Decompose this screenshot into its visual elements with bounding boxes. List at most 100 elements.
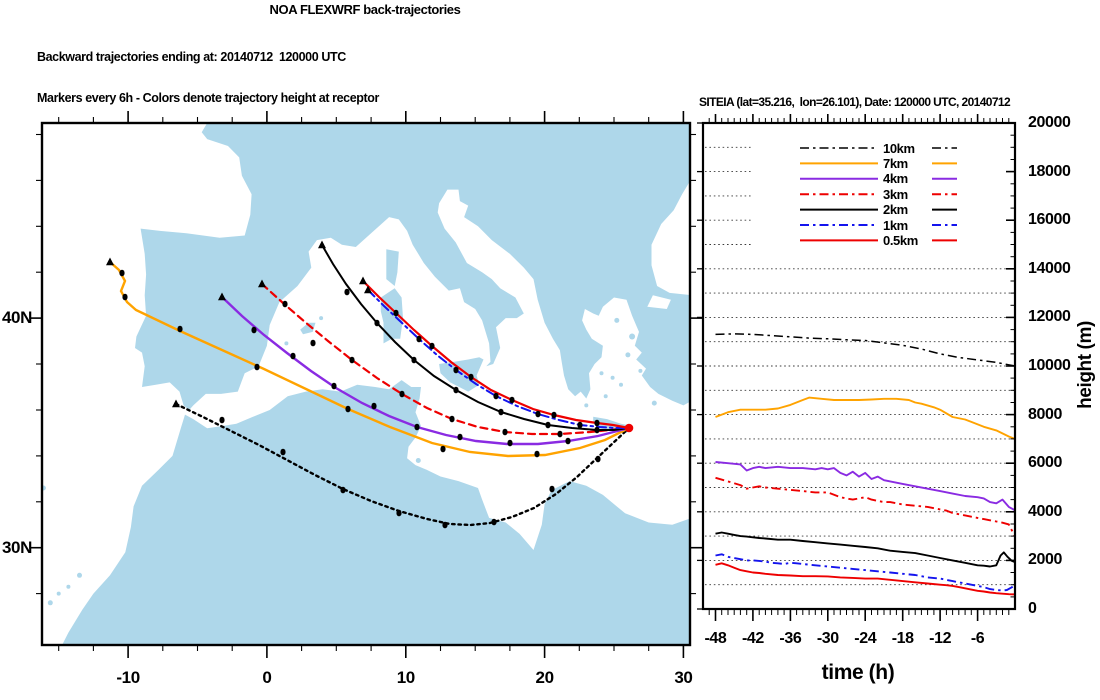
time-tick-label: -12 <box>929 630 952 647</box>
6h-marker <box>491 518 497 526</box>
trajectory-3km <box>260 282 631 436</box>
time-tick-label: -30 <box>816 630 839 647</box>
map-lon-tick-label: 30 <box>674 668 693 687</box>
6h-marker <box>254 363 260 371</box>
trajectory-7km <box>108 260 631 458</box>
map-frame <box>30 111 702 658</box>
receptor-marker <box>624 423 634 433</box>
6h-marker <box>594 426 600 434</box>
6h-marker <box>122 293 128 301</box>
map-lon-tick-label: 20 <box>535 668 555 687</box>
legend-label-2km: 2km <box>883 202 908 218</box>
6h-marker <box>280 448 286 456</box>
6h-marker <box>399 390 405 398</box>
6h-marker <box>429 342 435 350</box>
6h-marker <box>310 339 316 347</box>
subtitle-ending-time: Backward trajectories ending at: 2014071… <box>37 50 346 64</box>
trajectory-start-marker <box>106 257 114 266</box>
time-axis-label: time (h) <box>821 661 895 684</box>
6h-marker <box>507 439 513 447</box>
6h-marker <box>416 335 422 343</box>
height-panel-frame <box>697 114 1017 621</box>
6h-marker <box>493 392 499 400</box>
height-tick-label: 2000 <box>1028 551 1062 569</box>
6h-marker <box>374 319 380 327</box>
map-lon-tick-label: 10 <box>396 668 416 687</box>
6h-marker <box>502 428 508 436</box>
6h-marker <box>340 486 346 494</box>
6h-marker <box>509 396 515 404</box>
height-tick-label: 8000 <box>1028 405 1062 423</box>
map-lon-tick-label: 0 <box>262 668 272 687</box>
6h-marker <box>498 408 504 416</box>
height-tick-label: 6000 <box>1028 454 1062 472</box>
6h-marker <box>595 455 601 463</box>
6h-marker <box>565 437 571 445</box>
height-curve-10km <box>715 333 1014 367</box>
height-curve-0.5km <box>715 562 1014 596</box>
6h-marker <box>577 421 583 429</box>
height-tick-label: 18000 <box>1028 162 1071 180</box>
6h-marker <box>371 402 377 410</box>
trajectory-start-marker <box>218 292 226 301</box>
height-curve-7km <box>715 396 1014 440</box>
trajectory-start-marker <box>364 285 372 294</box>
height-tick-label: 16000 <box>1028 211 1071 229</box>
height-tick-label: 10000 <box>1028 357 1071 374</box>
6h-marker <box>411 356 417 364</box>
time-tick-label: -36 <box>779 630 802 647</box>
legend-label-3km: 3km <box>883 186 908 202</box>
map-lon-tick-label: -10 <box>116 668 140 687</box>
6h-marker <box>594 419 600 427</box>
6h-marker <box>219 416 225 424</box>
legend-label-0.5km: 0.5km <box>883 232 918 248</box>
6h-marker <box>349 356 355 364</box>
legend-label-7km: 7km <box>883 155 908 171</box>
receptor-site-title: SITEIA (lat=35.216, lon=26.101), Date: 1… <box>699 95 1011 109</box>
height-series <box>715 333 1014 596</box>
page-title: NOA FLEXWRF back-trajectories <box>269 2 461 17</box>
map-lat-tick-label: 40N <box>2 308 32 328</box>
height-curve-3km <box>715 476 1014 537</box>
6h-marker <box>534 450 540 458</box>
6h-marker <box>551 411 557 419</box>
legend-label-4km: 4km <box>883 171 908 187</box>
height-tick-label: 14000 <box>1028 259 1071 277</box>
time-tick-label: -18 <box>891 630 914 647</box>
6h-marker <box>119 269 125 277</box>
trajectory-start-marker <box>318 240 326 249</box>
6h-marker <box>251 326 257 334</box>
6h-marker <box>344 288 350 296</box>
6h-marker <box>440 445 446 453</box>
trajectory-10km <box>174 402 631 527</box>
height-tick-label: 12000 <box>1028 308 1071 326</box>
map-lat-tick-label: 30N <box>2 537 32 557</box>
height-tick-label: 0 <box>1028 600 1037 617</box>
height-curve-4km <box>715 461 1014 511</box>
6h-marker <box>414 423 420 431</box>
6h-marker <box>393 309 399 317</box>
6h-marker <box>331 382 337 390</box>
6h-marker <box>442 521 448 529</box>
trajectory-start-marker <box>359 276 367 285</box>
6h-marker <box>545 421 551 429</box>
6h-marker <box>549 485 555 493</box>
time-tick-label: -48 <box>704 630 727 647</box>
trajectory-start-marker <box>172 399 180 408</box>
6h-marker <box>457 433 463 441</box>
map-land <box>42 123 690 645</box>
6h-marker <box>468 373 474 381</box>
height-tick-label: 20000 <box>1028 114 1071 131</box>
time-tick-label: -6 <box>970 630 985 647</box>
6h-marker <box>557 430 563 438</box>
height-curve-2km <box>715 531 1014 568</box>
6h-marker <box>345 405 351 413</box>
trajectory-4km <box>220 295 631 446</box>
6h-marker <box>453 366 459 374</box>
time-tick-label: -24 <box>854 630 877 647</box>
trajectory-0.5km <box>361 279 631 430</box>
legend <box>752 133 1013 251</box>
map-trajectories <box>106 240 634 529</box>
6h-marker <box>535 410 541 418</box>
